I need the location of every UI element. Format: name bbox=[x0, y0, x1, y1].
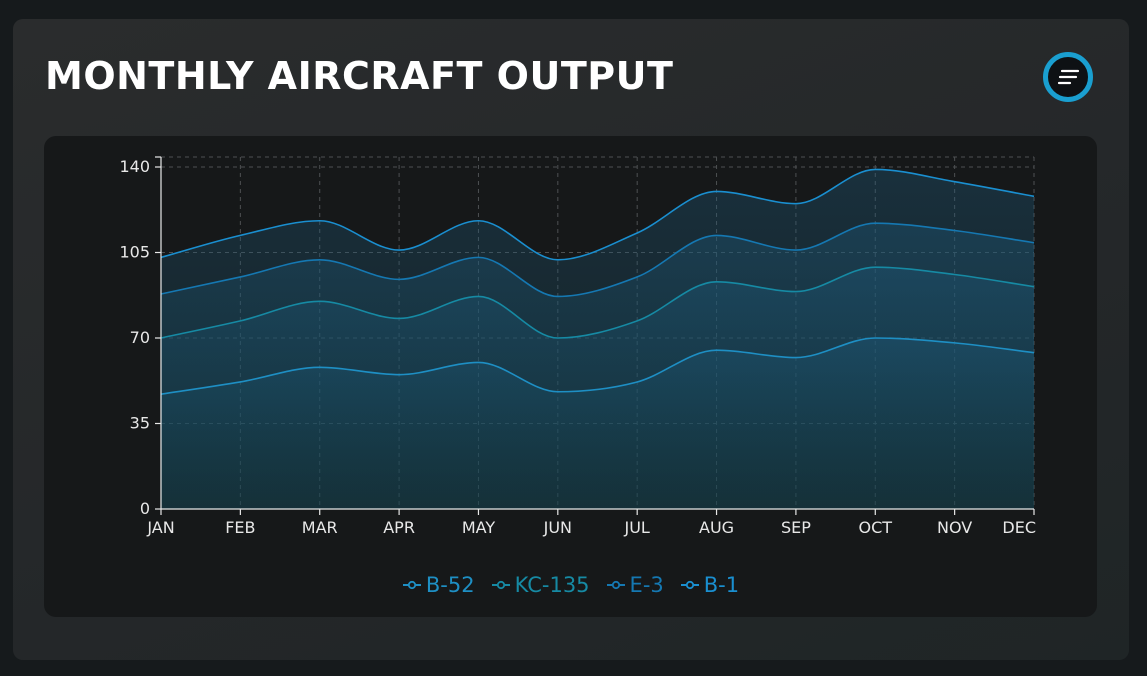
legend-item[interactable]: B-52 bbox=[402, 573, 475, 597]
legend-label: E-3 bbox=[629, 573, 664, 597]
x-tick-label: MAR bbox=[302, 518, 338, 537]
x-tick-label: FEB bbox=[225, 518, 255, 537]
y-tick-label: 35 bbox=[130, 414, 150, 433]
x-tick-label: MAY bbox=[462, 518, 496, 537]
x-tick-label: DEC bbox=[1002, 518, 1036, 537]
menu-lines-icon bbox=[1057, 69, 1080, 85]
legend-label: KC-135 bbox=[514, 573, 590, 597]
x-tick-label: OCT bbox=[858, 518, 892, 537]
legend-item[interactable]: B-1 bbox=[680, 573, 739, 597]
x-tick-label: JAN bbox=[146, 518, 174, 537]
area-fill-b-52 bbox=[161, 338, 1034, 509]
y-tick-label: 70 bbox=[130, 328, 150, 347]
series-line-b-52 bbox=[160, 337, 1035, 395]
menu-button[interactable] bbox=[1043, 52, 1093, 102]
x-tick-label: JUL bbox=[624, 518, 650, 537]
x-tick-label: SEP bbox=[781, 518, 811, 537]
series-line-b-1 bbox=[160, 168, 1035, 261]
legend-marker-icon bbox=[491, 580, 510, 590]
legend-label: B-52 bbox=[425, 573, 475, 597]
series-line-kc-135 bbox=[160, 266, 1035, 339]
card-title: MONTHLY AIRCRAFT OUTPUT bbox=[45, 54, 674, 98]
legend-marker-icon bbox=[680, 580, 699, 590]
y-tick-label: 0 bbox=[140, 499, 150, 518]
chart-panel: 0 35 70 105 140 JAN FEB MAR APR MAY JUN JUL AUG SEP OC… bbox=[44, 136, 1097, 617]
chart-card: MONTHLY AIRCRAFT OUTPUT 0 35 70 105 140 JAN FE… bbox=[13, 19, 1129, 660]
legend-label: B-1 bbox=[703, 573, 740, 597]
legend-marker-icon bbox=[402, 580, 421, 590]
legend-item[interactable]: E-3 bbox=[606, 573, 664, 597]
x-tick-label: JUN bbox=[543, 518, 572, 537]
x-tick-label: APR bbox=[383, 518, 415, 537]
legend-item[interactable]: KC-135 bbox=[491, 573, 590, 597]
series-line-e-3 bbox=[160, 222, 1035, 298]
chart-legend: B-52 KC-135 E-3 B-1 bbox=[44, 573, 1097, 597]
x-tick-label: AUG bbox=[699, 518, 734, 537]
legend-marker-icon bbox=[606, 580, 625, 590]
x-tick-label: NOV bbox=[937, 518, 972, 537]
y-tick-label: 140 bbox=[119, 157, 150, 176]
y-tick-label: 105 bbox=[119, 243, 150, 262]
chart-svg: 0 35 70 105 140 JAN FEB MAR APR MAY JUN JUL AUG SEP OC… bbox=[119, 156, 1036, 537]
